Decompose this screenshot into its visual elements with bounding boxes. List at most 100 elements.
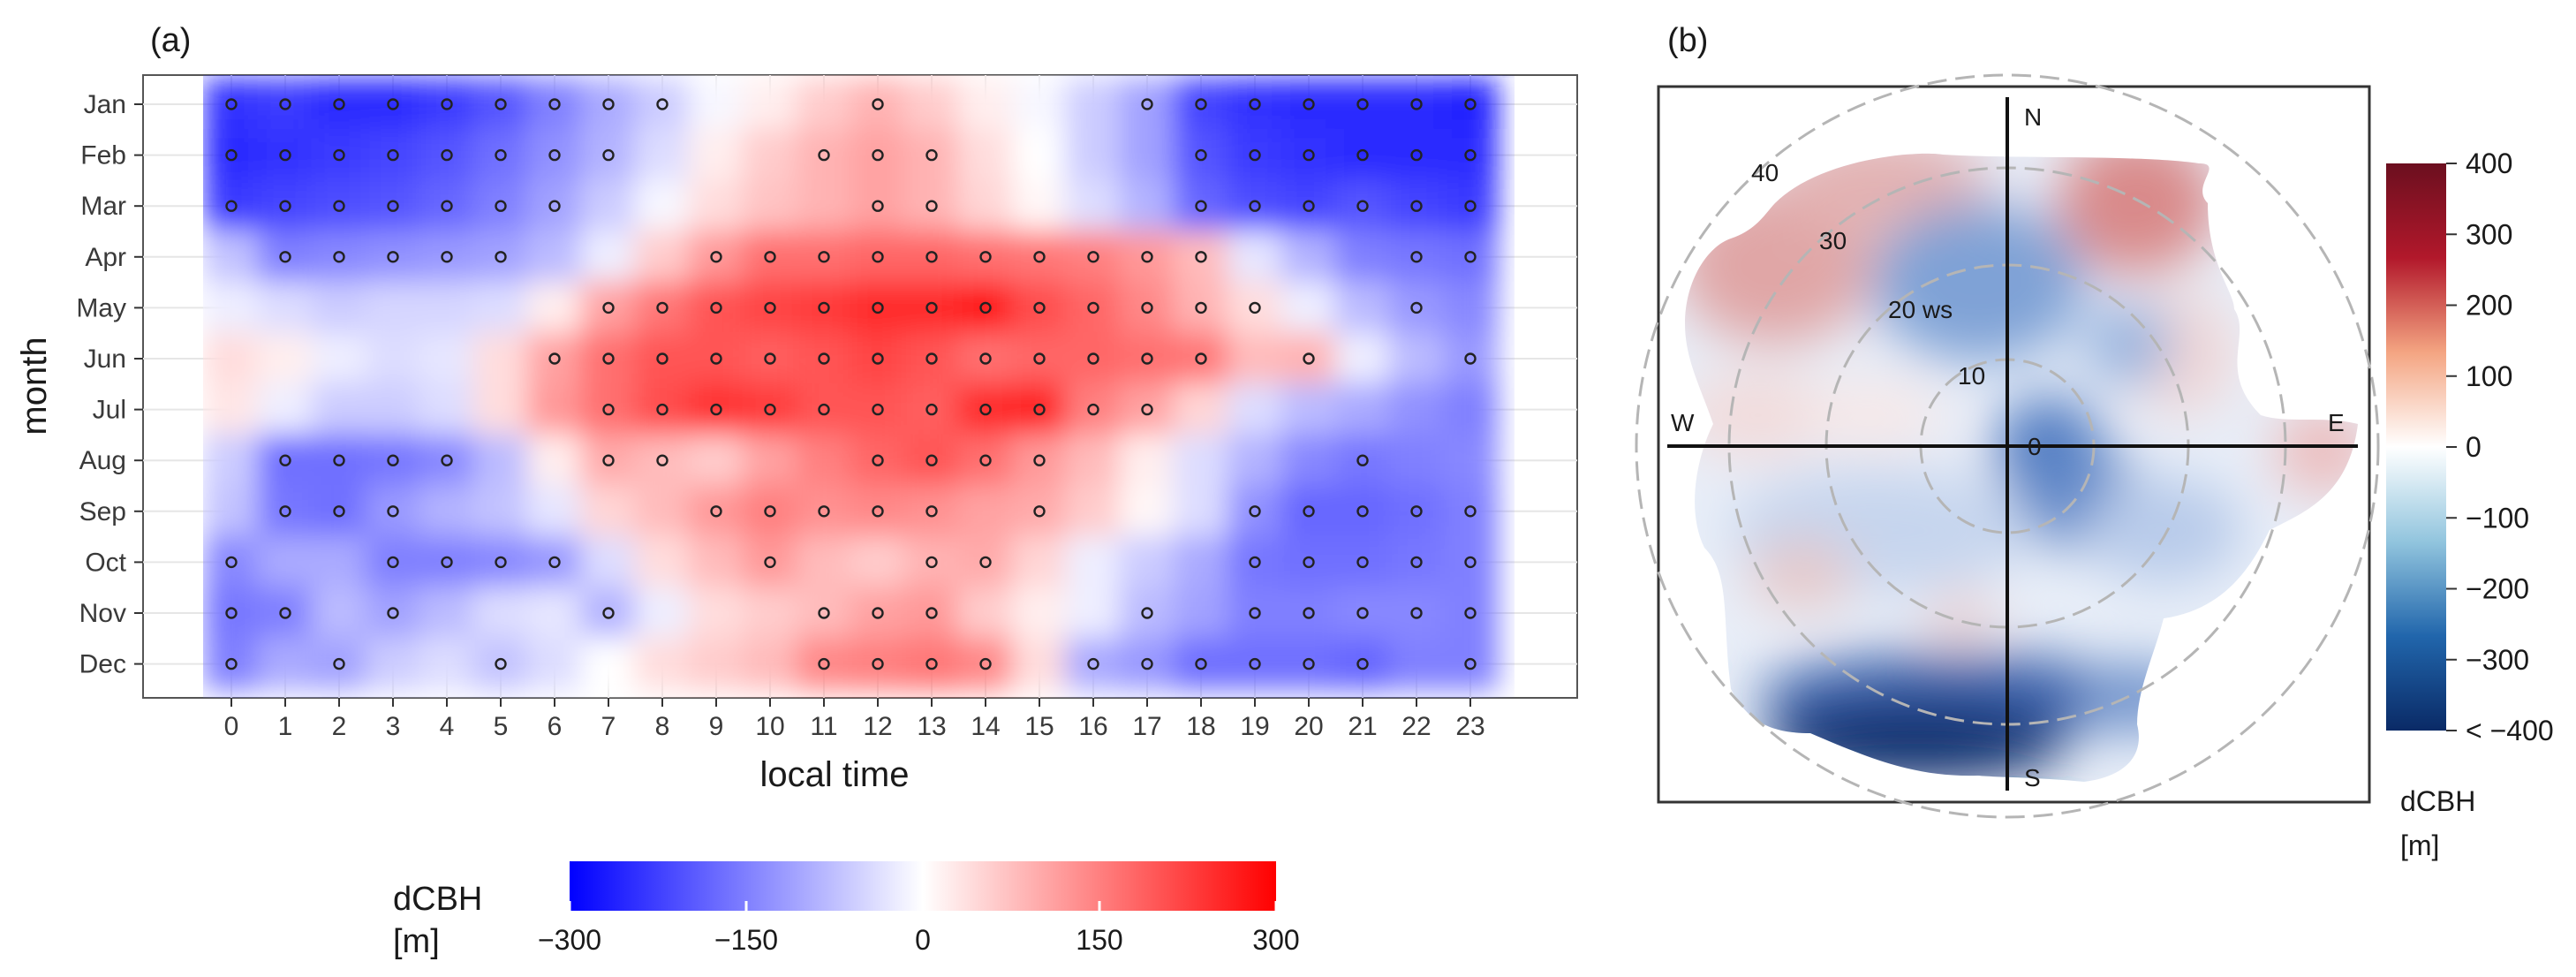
heatmap-cell — [203, 179, 260, 232]
heatmap-cell — [1227, 128, 1283, 182]
significance-marker — [872, 657, 884, 670]
heatmap-cell — [1011, 587, 1068, 640]
y-tick-label: Dec — [79, 650, 126, 679]
heatmap-cell — [257, 231, 314, 284]
heatmap-cell — [796, 434, 852, 487]
radial-label-40: 40 — [1751, 159, 1779, 186]
heatmap-cell — [203, 485, 260, 538]
significance-marker — [872, 200, 884, 212]
heatmap-cell — [419, 231, 475, 284]
x-tick-label: 15 — [1024, 712, 1054, 741]
significance-marker — [548, 556, 561, 569]
heatmap-cell — [203, 128, 260, 182]
significance-marker — [818, 301, 830, 314]
heatmap-cell — [1334, 78, 1391, 131]
y-tick-label: Mar — [80, 192, 126, 221]
legend-tick-label: 300 — [1252, 924, 1299, 956]
significance-marker — [441, 200, 453, 212]
heatmap-cell — [580, 485, 637, 538]
significance-marker — [1195, 352, 1207, 365]
heatmap-cell — [688, 78, 744, 131]
heatmap-cell — [957, 78, 1014, 131]
heatmap-cell — [1227, 535, 1283, 589]
heatmap-cell — [419, 78, 475, 131]
x-tick-label: 0 — [224, 712, 239, 741]
x-tick-label: 6 — [548, 712, 563, 741]
significance-marker — [279, 454, 291, 466]
heatmap-cell — [257, 179, 314, 232]
heatmap-cell — [311, 535, 367, 589]
significance-marker — [333, 454, 345, 466]
significance-marker — [925, 200, 938, 212]
significance-marker — [1464, 251, 1477, 263]
significance-marker — [387, 505, 399, 518]
heatmap-cell — [850, 332, 906, 385]
heatmap-cell — [903, 179, 960, 232]
heatmap-cell — [1280, 434, 1337, 487]
heatmap-cell — [311, 231, 367, 284]
significance-marker — [495, 98, 507, 110]
colorbar-b-title-line1: dCBH — [2400, 785, 2475, 817]
heatmap-cell — [257, 281, 314, 335]
heatmap-cell — [1442, 382, 1499, 436]
significance-marker — [872, 505, 884, 518]
heatmap-cell — [796, 637, 852, 691]
heatmap-cell — [903, 78, 960, 131]
significance-marker — [387, 98, 399, 110]
heatmap-cell — [634, 179, 691, 232]
heatmap-cell — [526, 281, 583, 335]
heatmap-cell — [850, 485, 906, 538]
radial-label-0: 0 — [2028, 433, 2042, 460]
heatmap-cell — [580, 281, 637, 335]
significance-marker — [495, 556, 507, 569]
heatmap-cell — [472, 78, 529, 131]
heatmap-cell — [419, 434, 475, 487]
heatmap-cell — [796, 485, 852, 538]
significance-marker — [1249, 657, 1261, 670]
heatmap-cell — [1119, 128, 1175, 182]
heatmap-cell — [526, 434, 583, 487]
heatmap-cell — [903, 382, 960, 436]
heatmap-cell — [257, 637, 314, 691]
heatmap-cell — [688, 587, 744, 640]
heatmap-cell — [257, 128, 314, 182]
significance-marker — [495, 251, 507, 263]
significance-marker — [1141, 98, 1153, 110]
significance-marker — [818, 505, 830, 518]
heatmap-cell — [203, 231, 260, 284]
heatmap-cell — [1119, 332, 1175, 385]
significance-marker — [872, 352, 884, 365]
x-tick-label: 21 — [1348, 712, 1377, 741]
heatmap-cell — [1442, 332, 1499, 385]
significance-marker — [979, 657, 992, 670]
heatmap-cell — [257, 587, 314, 640]
heatmap-cell — [850, 434, 906, 487]
colorbar-b-tick-label: < −400 — [2466, 715, 2554, 746]
colorbar-b: 400 300 200 100 0 −100 −200 −300 < −400 dCBH [m] — [2386, 148, 2554, 861]
significance-marker — [1249, 200, 1261, 212]
y-tick-label: Jun — [84, 345, 126, 374]
significance-marker — [1033, 454, 1046, 466]
x-tick-label: 4 — [440, 712, 455, 741]
significance-marker — [1087, 301, 1099, 314]
significance-marker — [441, 454, 453, 466]
heatmap-cell — [1280, 382, 1337, 436]
heatmap-cell — [311, 281, 367, 335]
heatmap-cell — [1442, 637, 1499, 691]
significance-marker — [1033, 301, 1046, 314]
x-tick-label: 14 — [971, 712, 1000, 741]
panel-label-a: (a) — [150, 22, 191, 59]
heatmap-cell — [903, 587, 960, 640]
significance-marker — [1195, 98, 1207, 110]
significance-marker — [548, 352, 561, 365]
significance-marker — [872, 607, 884, 619]
heatmap-cell — [419, 535, 475, 589]
heatmap-cell — [796, 587, 852, 640]
heatmap-cell — [1280, 128, 1337, 182]
x-axis-hour-ticks: 0 1 2 3 4 5 6 7 8 9 10 11 12 13 14 15 16 17 18 19 20 21 22 23 — [224, 698, 1485, 741]
significance-marker — [764, 403, 776, 416]
significance-marker — [1087, 657, 1099, 670]
heatmap-cell — [796, 281, 852, 335]
heatmap-cell — [1011, 128, 1068, 182]
y-tick-label: May — [76, 293, 126, 322]
